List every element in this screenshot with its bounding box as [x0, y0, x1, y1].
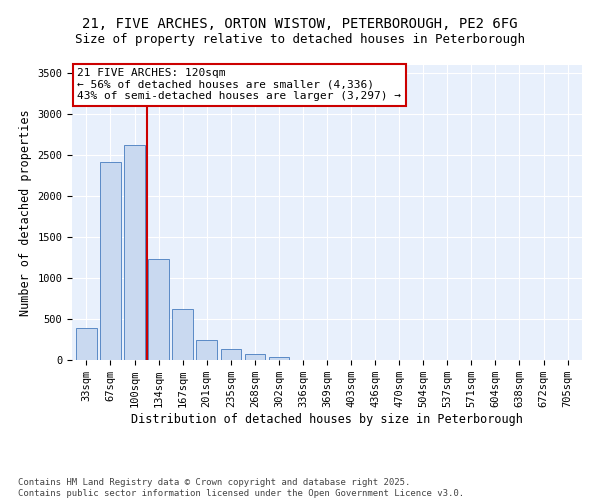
Bar	[100, 162, 121, 360]
Text: 21 FIVE ARCHES: 120sqm
← 56% of detached houses are smaller (4,336)
43% of semi-: 21 FIVE ARCHES: 120sqm ← 56% of detached…	[77, 68, 401, 101]
Bar	[76, 328, 97, 360]
Bar	[245, 354, 265, 360]
Y-axis label: Number of detached properties: Number of detached properties	[19, 109, 32, 316]
Text: Size of property relative to detached houses in Peterborough: Size of property relative to detached ho…	[75, 32, 525, 46]
Bar	[148, 259, 169, 360]
Bar	[269, 356, 289, 360]
X-axis label: Distribution of detached houses by size in Peterborough: Distribution of detached houses by size …	[131, 413, 523, 426]
Bar	[124, 146, 145, 360]
Bar	[196, 340, 217, 360]
Bar	[172, 309, 193, 360]
Bar	[221, 350, 241, 360]
Text: 21, FIVE ARCHES, ORTON WISTOW, PETERBOROUGH, PE2 6FG: 21, FIVE ARCHES, ORTON WISTOW, PETERBORO…	[82, 18, 518, 32]
Text: Contains HM Land Registry data © Crown copyright and database right 2025.
Contai: Contains HM Land Registry data © Crown c…	[18, 478, 464, 498]
